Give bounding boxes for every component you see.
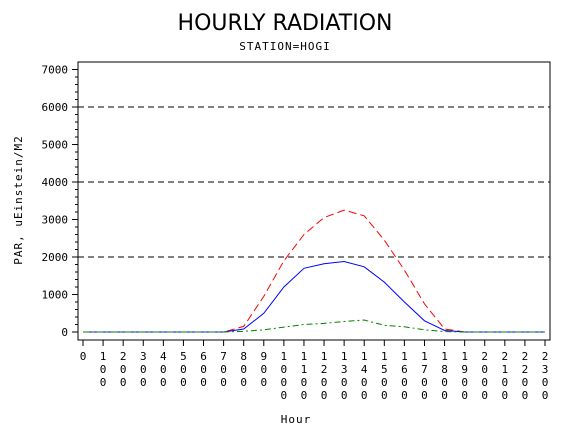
y-tick-label: 6000 — [42, 101, 69, 114]
x-tick-label: 0 — [80, 350, 87, 363]
series-layer — [83, 209, 545, 333]
series-line-2 — [83, 260, 545, 333]
y-tick-label: 3000 — [42, 214, 69, 227]
y-tick-label: 5000 — [42, 139, 69, 152]
x-axis-label: Hour — [281, 413, 312, 426]
y-tick-label: 4000 — [42, 176, 69, 189]
series-line-3 — [83, 319, 545, 333]
y-axis-label: PAR, uEinstein/M2 — [12, 135, 25, 265]
y-tick-label: 1000 — [42, 289, 69, 302]
plot-frame — [77, 61, 551, 341]
series-line-1 — [83, 209, 545, 333]
y-tick-label: 2000 — [42, 251, 69, 264]
y-tick-label: 7000 — [42, 64, 69, 77]
y-axis: 0 1000 2000 3000 4000 5000 6000 7000 — [42, 64, 78, 339]
x-axis: 0 1 0 0 2 0 0 3 0 0 4 0 0 5 0 0 6 0 0 7 0 0 8 0 0 9 0 0 1 0 0 0 1 1 0 0 1 2 0 0… — [80, 340, 549, 402]
chart-title: HOURLY RADIATION — [178, 11, 393, 36]
chart-subtitle: STATION=HOGI — [239, 40, 330, 53]
y-tick-label: 0 — [61, 326, 68, 339]
reference-lines — [78, 106, 550, 258]
